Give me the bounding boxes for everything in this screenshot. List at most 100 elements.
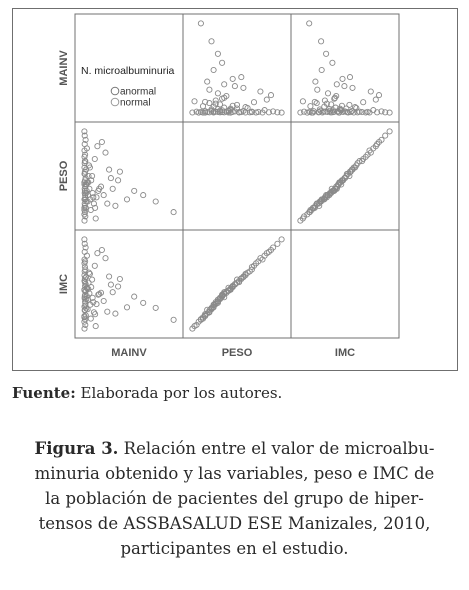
- scatter-point: [212, 299, 219, 306]
- scatter-point: [343, 105, 350, 112]
- scatter-point: [104, 200, 111, 207]
- scatter-point: [202, 108, 209, 115]
- scatter-point: [98, 246, 105, 254]
- scatter-point: [347, 109, 354, 116]
- scatter-point: [306, 20, 313, 27]
- scatter-point: [96, 185, 103, 192]
- scatter-point: [321, 97, 328, 104]
- scatter-point: [240, 84, 247, 91]
- scatter-point: [274, 240, 281, 247]
- scatter-point: [86, 290, 93, 297]
- scatter-point: [314, 86, 321, 93]
- scatter-point: [106, 273, 113, 280]
- scatter-point: [96, 291, 103, 298]
- scatter-point: [81, 287, 88, 294]
- scatter-point: [356, 108, 363, 115]
- scatter-point: [83, 145, 90, 152]
- scatter-point: [248, 266, 255, 273]
- scatter-point: [333, 81, 340, 88]
- scatter-point: [89, 294, 96, 301]
- scatter-point: [82, 204, 89, 211]
- scatter-point: [109, 289, 116, 296]
- scatter-point: [306, 209, 313, 216]
- scatter-point: [89, 276, 96, 283]
- scatter-point: [86, 164, 93, 171]
- scatter-point: [197, 108, 204, 115]
- scatter-point: [81, 306, 88, 313]
- scatter-point: [170, 209, 177, 216]
- scatter-point: [216, 101, 224, 108]
- scatter-point: [352, 164, 359, 171]
- scatter-point: [91, 155, 98, 163]
- scatter-point: [356, 158, 363, 165]
- scatter-point: [336, 179, 344, 186]
- scatter-point: [367, 88, 374, 95]
- scatter-point: [378, 108, 385, 115]
- scatter-point: [85, 279, 92, 286]
- scatter-point: [238, 74, 245, 81]
- scatter-point: [86, 270, 93, 277]
- scatter-point: [311, 98, 318, 105]
- scatter-point: [307, 103, 314, 110]
- scatter-point: [106, 166, 113, 173]
- caption-line-3: la población de pacientes del grupo de h…: [45, 489, 424, 508]
- scatter-point: [382, 109, 389, 116]
- scatter-point: [82, 321, 89, 328]
- caption-line-1-text: Relación entre el valor de microalbu-: [118, 439, 435, 458]
- scatter-point: [208, 304, 215, 311]
- scatter-point: [193, 108, 200, 115]
- scatter-point: [116, 275, 123, 283]
- scatter-point: [267, 246, 275, 254]
- scatter-point: [278, 109, 285, 116]
- scatter-point: [83, 252, 90, 259]
- scatter-point: [94, 250, 101, 257]
- scatter-point: [81, 272, 88, 279]
- scatter-point: [112, 202, 119, 209]
- scatter-point: [326, 189, 333, 197]
- caption-line-5: participantes en el estudio.: [120, 539, 349, 558]
- scatter-point: [152, 304, 159, 311]
- scatter-point: [82, 316, 89, 323]
- scatter-point: [250, 99, 258, 106]
- legend-label-normal: normal: [120, 98, 151, 109]
- scatter-point: [372, 96, 379, 103]
- caption-line-2: minuria obtenido y las variables, peso e…: [34, 464, 435, 483]
- scatterplot-matrix: MAINV MAINV PESO PESO IMC IMC N. microalbuminu…: [58, 13, 400, 359]
- scatter-point: [324, 90, 332, 97]
- row-label-peso: PESO: [58, 160, 70, 191]
- scatter-point: [343, 109, 350, 116]
- scatter-point: [85, 269, 93, 276]
- scatter-point: [310, 108, 317, 115]
- scatter-point: [92, 311, 99, 318]
- scatter-point: [93, 194, 100, 201]
- scatter-point: [336, 105, 344, 112]
- scatter-point: [364, 151, 371, 158]
- scatter-point: [123, 196, 131, 203]
- scatter-point: [316, 109, 323, 116]
- caption-line-4: tensos de ASSBASALUD ESE Manizales, 2010…: [38, 514, 431, 533]
- legend-marker-anormal: [110, 86, 120, 96]
- scatter-point: [208, 38, 215, 45]
- legend-label-anormal: anormal: [120, 87, 156, 98]
- scatter-point: [341, 83, 348, 90]
- scatter-point: [115, 177, 122, 184]
- column-label-mainv: MAINV: [111, 347, 147, 359]
- scatter-point: [82, 266, 89, 273]
- scatter-point: [81, 217, 88, 224]
- scatter-point: [197, 20, 204, 27]
- scatter-point: [318, 66, 325, 74]
- scatter-point: [109, 185, 116, 192]
- scatter-point: [278, 236, 285, 243]
- scatter-point: [85, 285, 92, 293]
- scatter-point: [372, 143, 379, 150]
- scatter-point: [333, 92, 340, 100]
- scatter-point: [107, 175, 114, 182]
- scatter-point: [360, 99, 367, 106]
- scatter-point: [212, 97, 219, 104]
- scatter-point: [89, 189, 96, 197]
- scatter-point: [82, 312, 89, 319]
- scatter-point: [219, 59, 226, 66]
- scatter-point: [242, 104, 249, 111]
- scatter-point: [231, 83, 238, 90]
- scatter-point: [82, 151, 89, 158]
